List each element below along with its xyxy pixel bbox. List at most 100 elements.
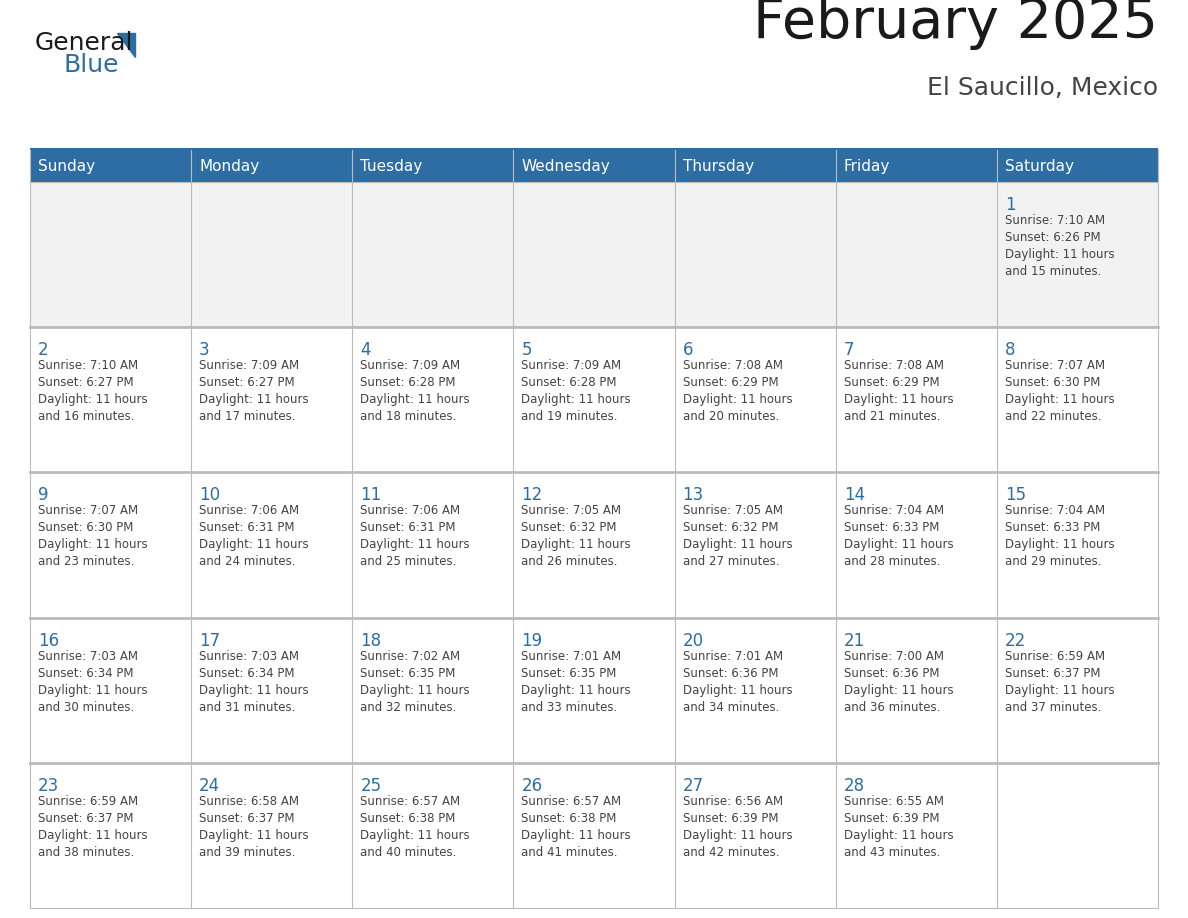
Text: General: General <box>34 31 133 55</box>
Polygon shape <box>116 33 135 57</box>
Text: and 39 minutes.: and 39 minutes. <box>200 845 296 859</box>
Bar <box>675 763 835 908</box>
Bar <box>30 473 191 618</box>
Text: Sunset: 6:31 PM: Sunset: 6:31 PM <box>200 521 295 534</box>
Text: Sunset: 6:27 PM: Sunset: 6:27 PM <box>200 376 295 389</box>
Text: Sunrise: 7:07 AM: Sunrise: 7:07 AM <box>1005 359 1105 372</box>
Text: Sunrise: 7:07 AM: Sunrise: 7:07 AM <box>38 504 138 518</box>
Text: Sunset: 6:29 PM: Sunset: 6:29 PM <box>843 376 940 389</box>
Text: 6: 6 <box>683 341 693 359</box>
Text: and 36 minutes.: and 36 minutes. <box>843 700 940 713</box>
Text: Sunrise: 6:58 AM: Sunrise: 6:58 AM <box>200 795 299 808</box>
Text: Sunrise: 7:03 AM: Sunrise: 7:03 AM <box>200 650 299 663</box>
Text: Daylight: 11 hours: Daylight: 11 hours <box>38 684 147 697</box>
Text: 26: 26 <box>522 777 543 795</box>
Bar <box>30 618 191 763</box>
Bar <box>513 182 675 327</box>
Text: and 32 minutes.: and 32 minutes. <box>360 700 456 713</box>
Bar <box>30 327 191 473</box>
Bar <box>191 618 353 763</box>
Text: Sunrise: 6:57 AM: Sunrise: 6:57 AM <box>522 795 621 808</box>
Text: 2: 2 <box>38 341 49 359</box>
Text: and 16 minutes.: and 16 minutes. <box>38 410 134 423</box>
Text: Daylight: 11 hours: Daylight: 11 hours <box>1005 393 1114 406</box>
Text: 17: 17 <box>200 632 220 650</box>
Text: Sunset: 6:35 PM: Sunset: 6:35 PM <box>522 666 617 679</box>
Text: Daylight: 11 hours: Daylight: 11 hours <box>522 684 631 697</box>
Text: and 17 minutes.: and 17 minutes. <box>200 410 296 423</box>
Text: 21: 21 <box>843 632 865 650</box>
Text: 24: 24 <box>200 777 220 795</box>
Bar <box>513 150 675 182</box>
Text: Sunrise: 7:04 AM: Sunrise: 7:04 AM <box>843 504 943 518</box>
Bar <box>997 150 1158 182</box>
Bar <box>191 473 353 618</box>
Text: 13: 13 <box>683 487 703 504</box>
Text: Daylight: 11 hours: Daylight: 11 hours <box>360 684 470 697</box>
Text: Sunset: 6:39 PM: Sunset: 6:39 PM <box>683 812 778 824</box>
Text: Blue: Blue <box>63 53 119 77</box>
Text: Daylight: 11 hours: Daylight: 11 hours <box>200 684 309 697</box>
Text: and 22 minutes.: and 22 minutes. <box>1005 410 1101 423</box>
Text: Thursday: Thursday <box>683 159 753 174</box>
Text: Sunrise: 7:05 AM: Sunrise: 7:05 AM <box>522 504 621 518</box>
Text: Sunrise: 6:59 AM: Sunrise: 6:59 AM <box>38 795 138 808</box>
Text: 19: 19 <box>522 632 543 650</box>
Text: 25: 25 <box>360 777 381 795</box>
Text: and 19 minutes.: and 19 minutes. <box>522 410 618 423</box>
Text: Sunset: 6:34 PM: Sunset: 6:34 PM <box>38 666 133 679</box>
Text: Sunset: 6:27 PM: Sunset: 6:27 PM <box>38 376 133 389</box>
Bar <box>997 473 1158 618</box>
Text: Daylight: 11 hours: Daylight: 11 hours <box>38 393 147 406</box>
Bar <box>513 618 675 763</box>
Bar <box>30 182 191 327</box>
Text: and 42 minutes.: and 42 minutes. <box>683 845 779 859</box>
Text: Sunrise: 6:56 AM: Sunrise: 6:56 AM <box>683 795 783 808</box>
Text: Sunset: 6:28 PM: Sunset: 6:28 PM <box>522 376 617 389</box>
Bar <box>191 150 353 182</box>
Text: and 25 minutes.: and 25 minutes. <box>360 555 456 568</box>
Text: Sunrise: 7:06 AM: Sunrise: 7:06 AM <box>360 504 461 518</box>
Bar <box>997 327 1158 473</box>
Text: Daylight: 11 hours: Daylight: 11 hours <box>683 393 792 406</box>
Text: Sunset: 6:32 PM: Sunset: 6:32 PM <box>683 521 778 534</box>
Text: Sunrise: 6:59 AM: Sunrise: 6:59 AM <box>1005 650 1105 663</box>
Bar <box>675 182 835 327</box>
Text: and 28 minutes.: and 28 minutes. <box>843 555 940 568</box>
Text: Sunrise: 6:55 AM: Sunrise: 6:55 AM <box>843 795 943 808</box>
Text: Sunset: 6:37 PM: Sunset: 6:37 PM <box>38 812 133 824</box>
Text: and 30 minutes.: and 30 minutes. <box>38 700 134 713</box>
Text: and 27 minutes.: and 27 minutes. <box>683 555 779 568</box>
Text: Daylight: 11 hours: Daylight: 11 hours <box>522 538 631 552</box>
Text: Monday: Monday <box>200 159 259 174</box>
Bar <box>675 327 835 473</box>
Text: Daylight: 11 hours: Daylight: 11 hours <box>200 393 309 406</box>
Text: Sunrise: 7:10 AM: Sunrise: 7:10 AM <box>1005 214 1105 227</box>
Text: 15: 15 <box>1005 487 1026 504</box>
Text: Sunday: Sunday <box>38 159 95 174</box>
Text: Daylight: 11 hours: Daylight: 11 hours <box>843 829 953 842</box>
Text: Sunset: 6:33 PM: Sunset: 6:33 PM <box>1005 521 1100 534</box>
Text: and 29 minutes.: and 29 minutes. <box>1005 555 1101 568</box>
Text: 8: 8 <box>1005 341 1016 359</box>
Bar <box>191 182 353 327</box>
Text: Daylight: 11 hours: Daylight: 11 hours <box>200 538 309 552</box>
Text: Sunset: 6:34 PM: Sunset: 6:34 PM <box>200 666 295 679</box>
Bar <box>353 763 513 908</box>
Text: Sunset: 6:39 PM: Sunset: 6:39 PM <box>843 812 940 824</box>
Bar <box>997 182 1158 327</box>
Text: Sunset: 6:36 PM: Sunset: 6:36 PM <box>843 666 940 679</box>
Bar <box>353 150 513 182</box>
Text: and 37 minutes.: and 37 minutes. <box>1005 700 1101 713</box>
Bar <box>997 618 1158 763</box>
Bar <box>353 473 513 618</box>
Bar <box>513 763 675 908</box>
Text: Sunset: 6:37 PM: Sunset: 6:37 PM <box>1005 666 1100 679</box>
Text: Daylight: 11 hours: Daylight: 11 hours <box>522 829 631 842</box>
Text: Sunrise: 7:06 AM: Sunrise: 7:06 AM <box>200 504 299 518</box>
Text: Sunset: 6:30 PM: Sunset: 6:30 PM <box>1005 376 1100 389</box>
Text: 9: 9 <box>38 487 49 504</box>
Text: Sunset: 6:31 PM: Sunset: 6:31 PM <box>360 521 456 534</box>
Bar <box>675 618 835 763</box>
Text: Sunrise: 7:01 AM: Sunrise: 7:01 AM <box>683 650 783 663</box>
